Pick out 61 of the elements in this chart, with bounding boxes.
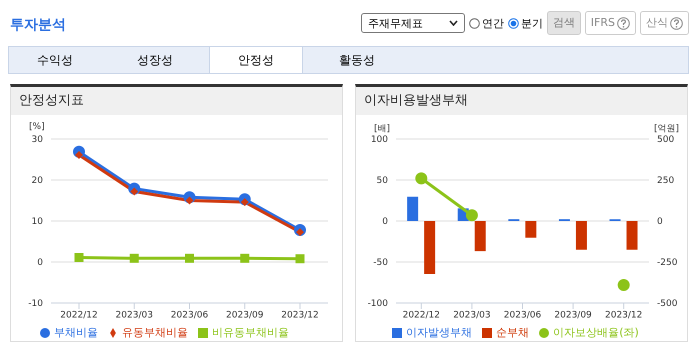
point <box>130 254 139 263</box>
x-tick-label: 2022/12 <box>60 310 98 320</box>
y-tick-label: 0 <box>37 258 44 268</box>
bar <box>576 221 587 250</box>
point <box>296 254 304 264</box>
x-tick-label: 2023/09 <box>554 310 592 320</box>
text: 성장성 <box>136 52 174 69</box>
point <box>240 254 250 263</box>
y2-tick-label: 250 <box>657 176 674 186</box>
point <box>185 254 194 263</box>
x-tick-label: 2023/03 <box>116 310 153 320</box>
text: 검색 <box>546 11 581 35</box>
x-tick-label: 2023/03 <box>453 310 491 320</box>
text: 안정성 <box>209 47 303 73</box>
chart-title: 안정성지표 <box>11 87 342 115</box>
bar <box>474 221 486 252</box>
bar <box>626 221 638 250</box>
bar <box>525 221 536 238</box>
x-tick-label: 2023/06 <box>170 310 208 320</box>
x-tick-label: 2023/12 <box>281 310 319 320</box>
y-tick-label: 20 <box>32 176 44 186</box>
y2-tick-label: 500 <box>657 135 674 146</box>
text: 주재무제표 <box>368 16 423 30</box>
bar <box>407 196 418 221</box>
y-tick-label: 10 <box>32 217 44 228</box>
x-tick-label: 2023/09 <box>226 310 264 320</box>
legend-label: 부채비율 <box>54 326 98 339</box>
text: 투자분석 <box>10 16 66 34</box>
y-tick-label: 0 <box>382 217 388 228</box>
y-tick-label: -10 <box>28 299 44 310</box>
legend-label: 비유동부채비율 <box>212 326 289 339</box>
y-tick-label: -50 <box>373 258 388 268</box>
text: 활동성 <box>338 52 376 69</box>
point <box>466 209 478 222</box>
y2-axis-title: [억원] <box>654 123 679 135</box>
point <box>74 252 84 262</box>
text: 산식 <box>640 11 689 35</box>
x-tick-label: 2023/12 <box>605 310 642 320</box>
legend-label: 순부채 <box>496 326 530 339</box>
y-tick-label: 50 <box>376 176 388 186</box>
y-axis-title: [%] <box>29 122 45 132</box>
text: 수익성 <box>36 52 74 69</box>
y-tick-label: 100 <box>370 135 388 146</box>
x-tick-label: 2023/06 <box>504 310 542 320</box>
point <box>618 278 630 291</box>
legend-label: 이자발생부채 <box>406 326 472 339</box>
y2-tick-label: 0 <box>657 217 663 228</box>
y-tick-label: 30 <box>32 135 44 146</box>
y2-tick-label: -500 <box>657 299 678 310</box>
legend-label: 유동부채비율 <box>122 326 188 339</box>
bar <box>424 221 436 274</box>
y-axis-title: [배] <box>374 123 390 135</box>
legend-label: 이자보상배율(좌) <box>553 326 639 339</box>
text: 분기 <box>520 16 543 30</box>
x-tick-label: 2022/12 <box>402 310 440 320</box>
text: IFRS <box>584 11 636 35</box>
y-tick-label: -100 <box>368 299 388 310</box>
point <box>415 172 428 184</box>
text: 연간 <box>480 16 504 30</box>
chart-title: 이자비용발생부채 <box>356 87 687 115</box>
y2-tick-label: -250 <box>657 258 678 268</box>
